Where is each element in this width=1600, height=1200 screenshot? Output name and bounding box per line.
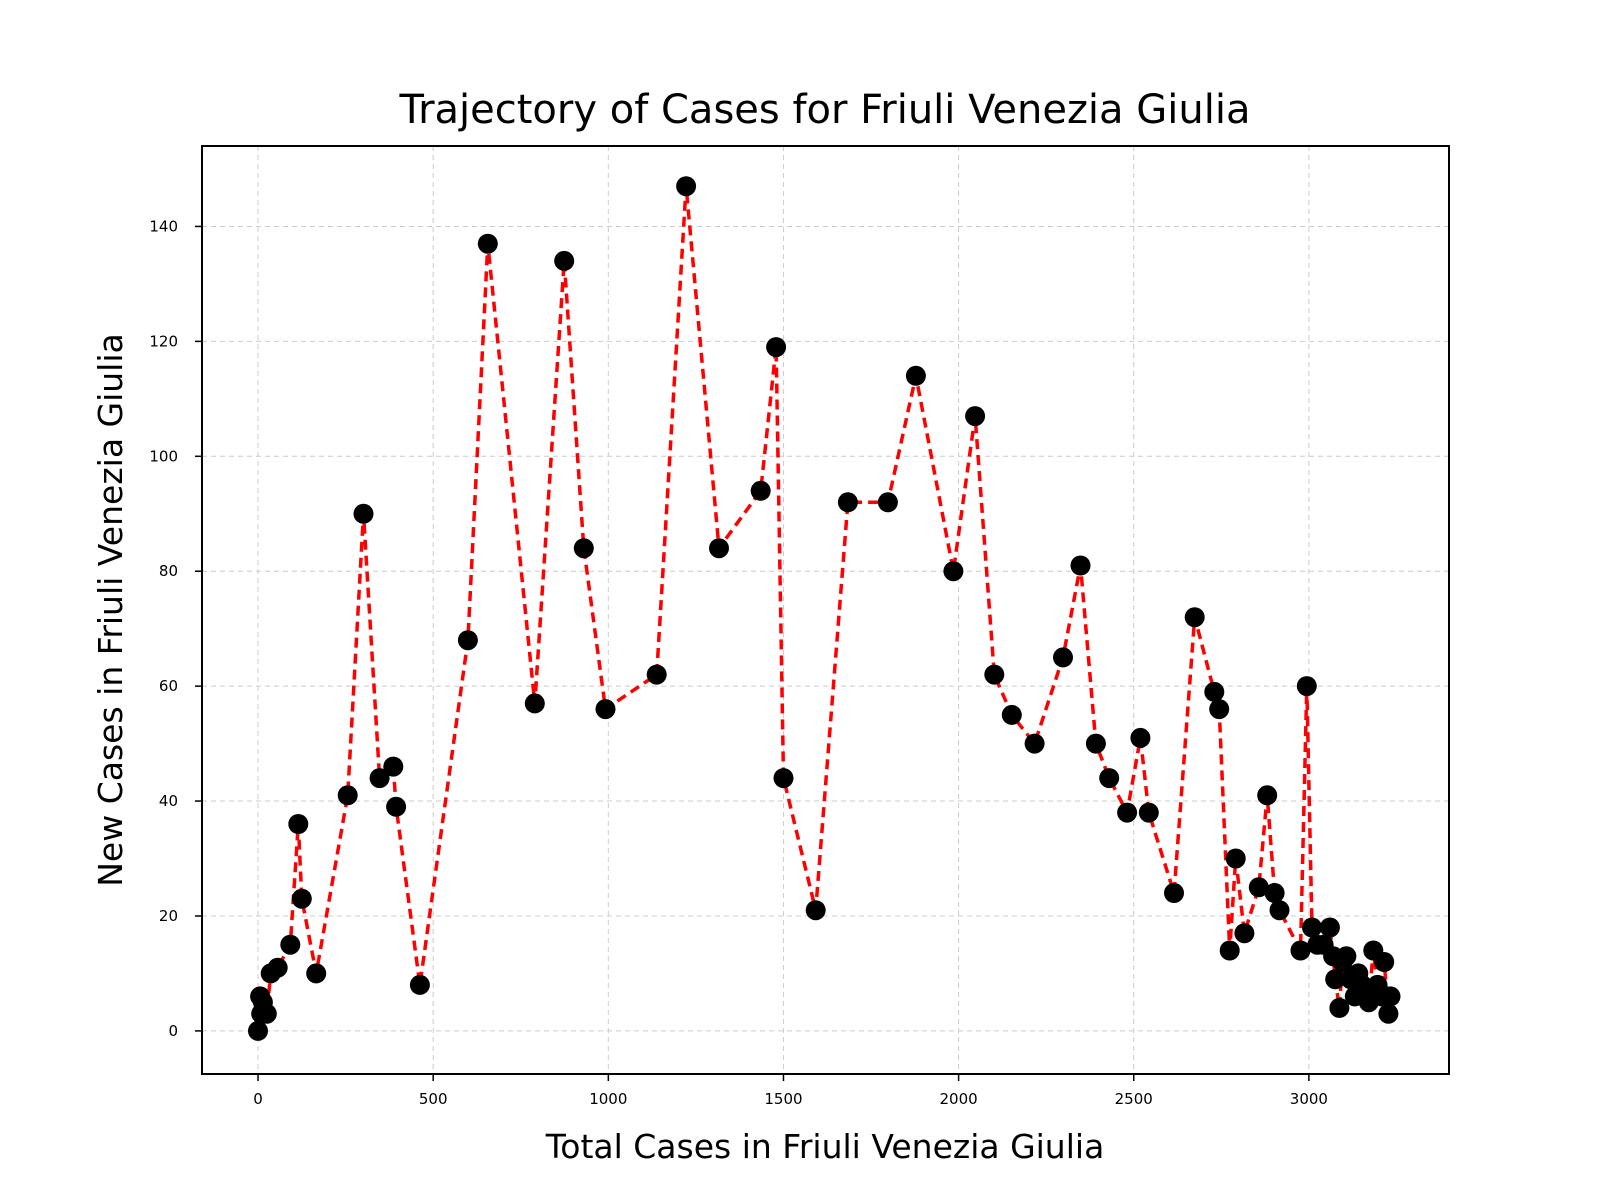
data-point (943, 561, 964, 582)
data-point (1374, 952, 1395, 972)
y-tick-label: 0 (168, 1022, 178, 1040)
data-point (1024, 733, 1045, 754)
y-tick-label: 80 (159, 562, 178, 580)
y-tick-label: 60 (159, 677, 178, 695)
data-point (337, 785, 358, 806)
x-tick-label: 0 (253, 1090, 263, 1108)
data-point (256, 1003, 277, 1024)
data-point (306, 963, 327, 984)
data-point (595, 699, 616, 720)
data-point (773, 768, 794, 789)
data-markers (248, 176, 1401, 1041)
data-point (409, 974, 430, 995)
data-point (1053, 647, 1073, 668)
data-point (1138, 802, 1159, 823)
data-point (984, 664, 1005, 685)
data-point (1234, 923, 1255, 944)
data-point (837, 492, 858, 513)
data-point (1209, 699, 1230, 720)
data-point (554, 250, 575, 271)
y-axis-label: New Cases in Friuli Venezia Giulia (91, 333, 130, 887)
data-point (288, 814, 309, 834)
data-point (805, 900, 826, 921)
data-point (291, 888, 312, 909)
x-tick-label: 500 (419, 1090, 448, 1108)
gridlines (202, 146, 1449, 1074)
data-point (1070, 555, 1091, 576)
data-point (1219, 940, 1240, 961)
y-tick-label: 20 (159, 907, 178, 925)
x-tick-label: 1500 (764, 1090, 802, 1108)
data-point (1336, 946, 1357, 967)
x-tick-label: 2000 (940, 1090, 978, 1108)
data-point (369, 768, 390, 789)
data-point (1378, 1003, 1399, 1024)
data-point (383, 756, 404, 777)
data-point (1296, 676, 1317, 697)
series-line (256, 184, 1393, 1032)
data-point (1130, 727, 1151, 748)
data-point (524, 693, 545, 714)
data-point (1184, 607, 1205, 628)
data-point (877, 492, 898, 513)
data-point (1269, 900, 1290, 921)
data-point (1204, 681, 1225, 702)
data-point (1257, 785, 1278, 806)
data-point (766, 337, 787, 358)
data-line (256, 184, 1393, 1032)
data-point (1319, 917, 1340, 938)
y-tick-label: 140 (149, 217, 178, 235)
x-tick-label: 1000 (589, 1090, 627, 1108)
data-point (248, 1020, 268, 1041)
data-point (1001, 704, 1022, 725)
data-point (1329, 997, 1350, 1018)
data-point (965, 406, 986, 427)
x-tick-label: 3000 (1290, 1090, 1328, 1108)
data-point (477, 233, 498, 254)
data-point (709, 538, 729, 559)
data-point (280, 934, 301, 955)
data-point (676, 176, 697, 197)
data-point (646, 664, 667, 685)
data-point (386, 796, 407, 817)
data-point (1380, 986, 1401, 1007)
data-point (1264, 883, 1285, 903)
data-point (1325, 969, 1346, 990)
data-point (267, 957, 288, 978)
data-point (457, 630, 478, 651)
data-point (1290, 940, 1311, 961)
x-axis-label: Total Cases in Friuli Venezia Giulia (545, 1127, 1105, 1166)
data-point (1117, 802, 1138, 823)
data-point (353, 503, 374, 524)
x-ticks: 0 500 1000 1500 2000 2500 3000 (253, 1074, 1328, 1108)
y-tick-label: 120 (149, 332, 178, 350)
data-point (1164, 883, 1184, 903)
data-point (905, 365, 926, 386)
data-point (1099, 768, 1120, 789)
data-point (750, 480, 771, 501)
chart-title: Trajectory of Cases for Friuli Venezia G… (399, 87, 1251, 133)
plot-frame (201, 145, 1450, 1075)
data-point (1085, 733, 1106, 754)
y-tick-label: 100 (149, 447, 178, 465)
data-point (573, 538, 594, 559)
data-point (1248, 877, 1269, 898)
y-ticks: 0 20 40 60 80 100 120 140 (149, 217, 202, 1040)
x-tick-label: 2500 (1115, 1090, 1153, 1108)
y-tick-label: 40 (159, 792, 178, 810)
data-point (1225, 848, 1246, 869)
data-point (1302, 917, 1322, 938)
